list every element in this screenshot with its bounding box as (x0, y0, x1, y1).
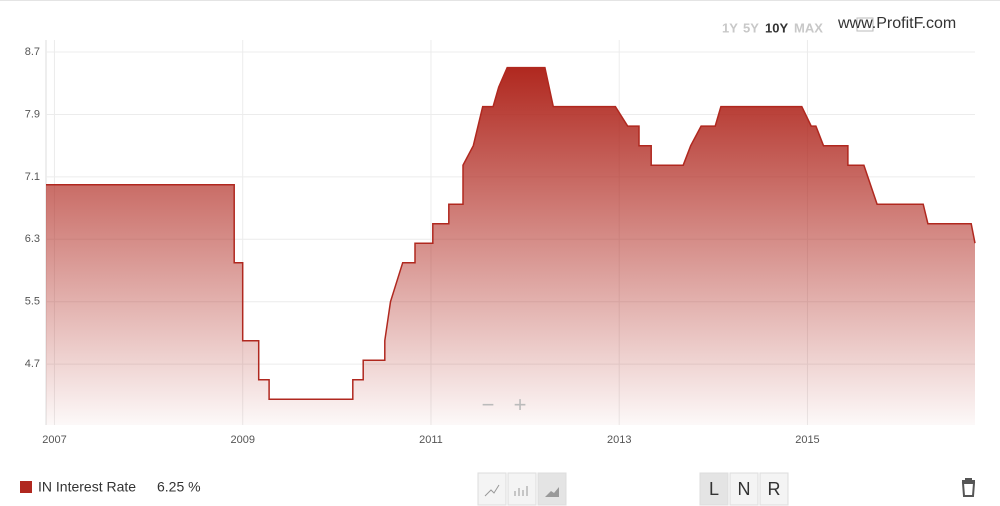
range-button[interactable]: 5Y (743, 20, 759, 35)
scale-button[interactable] (699, 472, 729, 506)
x-tick-label: 2011 (419, 434, 443, 446)
area-icon (545, 487, 559, 497)
scale-label[interactable]: N (738, 479, 751, 499)
watermark: www.ProfitF.com (837, 15, 956, 32)
scale-button[interactable] (759, 472, 789, 506)
area-fill (46, 67, 975, 425)
delete-icon[interactable] (961, 478, 976, 497)
x-tick-label: 2009 (230, 434, 254, 446)
current-value: 6.25 % (157, 479, 201, 495)
y-tick-label: 5.5 (25, 296, 40, 308)
y-tick-label: 8.7 (25, 46, 40, 58)
calendar-icon[interactable] (856, 17, 874, 32)
area-line (46, 66, 976, 401)
scale-label[interactable]: L (709, 479, 719, 499)
x-tick-label: 2015 (795, 434, 819, 446)
legend-label: IN Interest Rate (38, 479, 136, 495)
y-tick-label: 4.7 (25, 358, 40, 370)
x-tick-label: 2007 (42, 434, 66, 446)
y-tick-label: 6.3 (25, 233, 40, 245)
area-chart-button[interactable] (537, 472, 567, 506)
line-icon (484, 484, 500, 497)
range-button[interactable]: MAX (794, 20, 823, 35)
scale-label[interactable]: R (768, 479, 781, 499)
zoom-in[interactable]: + (514, 392, 527, 417)
bar-chart-button[interactable] (507, 472, 537, 506)
scale-button[interactable] (729, 472, 759, 506)
y-tick-label: 7.1 (25, 171, 40, 183)
x-tick-label: 2013 (607, 434, 631, 446)
legend-swatch (20, 481, 32, 493)
range-button[interactable]: 10Y (765, 20, 788, 35)
line-chart-button[interactable] (477, 472, 507, 506)
y-tick-label: 7.9 (25, 108, 40, 120)
zoom-out[interactable]: − (482, 392, 495, 417)
range-button[interactable]: 1Y (722, 20, 738, 35)
bar-icon (514, 486, 528, 496)
